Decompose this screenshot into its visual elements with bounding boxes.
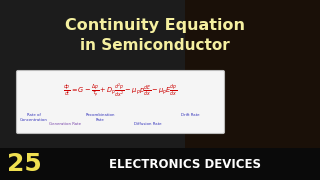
- Text: $\frac{dp}{dt} = G - \frac{\Delta p}{\tau_p} + D_p\frac{d^2p}{dx^2} - \mu_p p\fr: $\frac{dp}{dt} = G - \frac{\Delta p}{\ta…: [63, 82, 177, 100]
- Text: Generation Rate: Generation Rate: [49, 122, 81, 126]
- Text: 25: 25: [7, 152, 41, 176]
- Text: Drift Rate: Drift Rate: [181, 113, 199, 117]
- Bar: [0, 148, 320, 180]
- FancyBboxPatch shape: [17, 71, 225, 134]
- Text: ELECTRONICS DEVICES: ELECTRONICS DEVICES: [109, 158, 261, 170]
- Text: Recombination
Rate: Recombination Rate: [85, 113, 115, 122]
- Text: Continuity Equation: Continuity Equation: [65, 18, 245, 33]
- Text: Diffusion Rate: Diffusion Rate: [134, 122, 162, 126]
- Text: Rate of
Concentration: Rate of Concentration: [20, 113, 48, 122]
- Text: in Semiconductor: in Semiconductor: [80, 38, 230, 53]
- Bar: [185, 0, 320, 165]
